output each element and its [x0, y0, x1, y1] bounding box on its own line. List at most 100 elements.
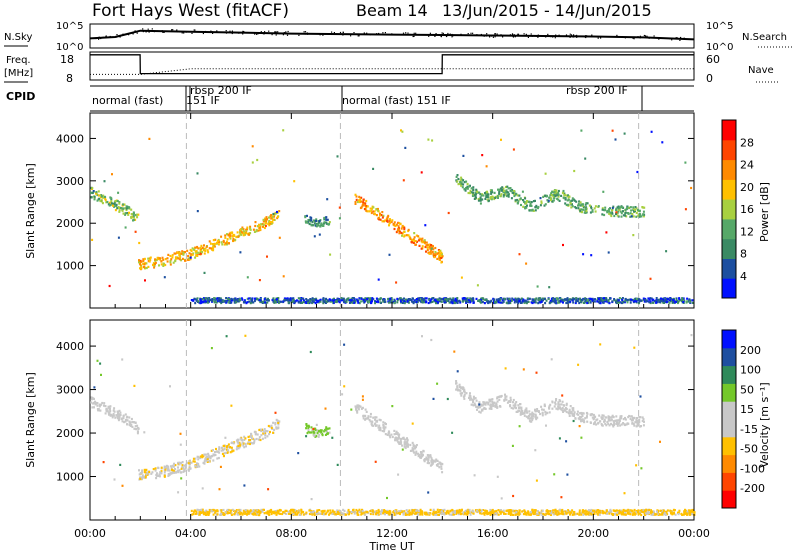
velocity-echo-cell	[548, 407, 551, 410]
velocity-echo-cell	[513, 509, 516, 513]
velocity-echo-cell	[369, 420, 372, 423]
power-echo-cell	[289, 298, 292, 301]
velocity-echo-cell	[226, 445, 229, 448]
velocity-echo-cell	[398, 433, 401, 436]
power-echo-cell	[616, 211, 619, 214]
noise-search-point	[275, 34, 277, 36]
velocity-echo-cell	[405, 441, 408, 444]
noise-search-point	[142, 28, 144, 30]
velocity-echo-cell	[682, 513, 685, 516]
power-echo-cell	[125, 207, 128, 210]
velocity-echo-cell	[541, 412, 544, 415]
velocity-echo-cell	[238, 443, 241, 446]
velocity-echo-cell	[312, 434, 315, 437]
velocity-echo-cell	[136, 424, 139, 427]
velocity-echo-cell	[91, 406, 94, 409]
noise-search-point	[676, 37, 678, 39]
power-echo-cell	[174, 252, 177, 255]
velocity-echo-cell	[358, 509, 361, 512]
power-echo-cell	[455, 175, 458, 178]
power-echo-cell	[566, 297, 569, 300]
power-echo-cell	[440, 300, 443, 303]
power-echo-cell	[426, 243, 429, 246]
velocity-echo-cell	[198, 465, 201, 468]
power-echo-cell	[313, 235, 316, 238]
power-echo-cell	[207, 297, 210, 300]
power-echo-cell	[410, 241, 413, 244]
velocity-echo-cell	[612, 425, 615, 428]
power-echo-cell	[459, 182, 462, 185]
power-colorbar-tick: 24	[740, 159, 754, 172]
noise-search-point	[322, 34, 324, 36]
power-echo-cell	[608, 212, 611, 215]
velocity-echo-cell	[634, 421, 637, 424]
velocity-echo-cell	[264, 429, 267, 433]
velocity-echo-cell	[380, 510, 383, 513]
velocity-echo-cell	[600, 416, 603, 419]
power-echo-cell	[561, 191, 564, 194]
power-echo-cell	[626, 206, 629, 209]
velocity-echo-cell	[435, 459, 438, 462]
cpid-segment-label: normal (fast)	[92, 94, 163, 107]
velocity-echo-cell	[382, 421, 385, 424]
power-echo-cell	[579, 201, 582, 204]
velocity-echo-cell	[141, 474, 144, 477]
velocity-echo-cell	[451, 508, 454, 512]
velocity-echo-cell	[528, 417, 531, 420]
power-echo-cell	[240, 297, 243, 300]
power-echo-cell	[477, 197, 480, 201]
power-echo-cell	[218, 299, 221, 302]
power-echo-cell	[618, 207, 621, 210]
velocity-echo-cell	[525, 407, 528, 410]
velocity-echo-cell	[420, 454, 423, 457]
velocity-echo-cell	[581, 414, 584, 417]
power-colorbar-swatch	[722, 179, 736, 200]
velocity-echo-cell	[98, 403, 101, 406]
velocity-echo-cell	[463, 390, 466, 393]
power-echo-cell	[606, 211, 609, 214]
velocity-echo-cell	[167, 465, 170, 468]
velocity-echo-cell	[277, 426, 280, 429]
noise-search-point	[360, 33, 362, 35]
velocity-echo-cell	[336, 509, 339, 512]
velocity-echo-cell	[258, 436, 261, 439]
noise-search-point	[303, 31, 305, 33]
velocity-echo-cell	[126, 419, 129, 422]
noise-search-point	[385, 33, 387, 36]
power-echo-cell	[323, 221, 326, 224]
velocity-echo-cell	[544, 413, 547, 416]
velocity-echo-cell	[232, 442, 235, 445]
velocity-echo-cell	[592, 422, 595, 426]
power-echo-cell	[437, 252, 440, 255]
power-echo-cell	[457, 183, 460, 186]
power-echo-cell	[248, 300, 251, 303]
velocity-echo-cell	[674, 513, 677, 516]
power-echo-cell	[322, 302, 325, 305]
velocity-echo-cell	[171, 472, 174, 475]
noise-search-point	[100, 37, 102, 40]
velocity-echo-cell	[512, 398, 515, 402]
velocity-echo-cell	[292, 513, 295, 516]
power-echo-cell	[439, 252, 441, 255]
power-echo-cell	[241, 228, 244, 231]
velocity-echo-cell	[608, 416, 611, 419]
velocity-echo-cell	[407, 445, 409, 448]
velocity-echo-cell	[524, 409, 527, 412]
power-echo-cell	[413, 239, 416, 242]
power-echo-cell	[366, 205, 369, 208]
velocity-echo-cell	[580, 415, 583, 419]
power-echo-cell	[169, 254, 172, 258]
power-echo-cell	[257, 298, 260, 301]
noise-search-point	[357, 35, 359, 37]
power-echo-cell	[375, 297, 378, 300]
power-y-label: Slant Range [km]	[24, 163, 37, 259]
velocity-echo-cell	[253, 438, 256, 441]
noise-search-point	[514, 36, 516, 38]
velocity-echo-cell	[491, 508, 494, 512]
power-echo-cell	[495, 298, 498, 301]
power-echo-cell	[255, 228, 258, 232]
velocity-echo-cell	[92, 402, 95, 405]
velocity-echo-cell	[272, 511, 275, 515]
power-echo-cell	[467, 300, 470, 303]
velocity-echo-cell	[635, 420, 638, 423]
